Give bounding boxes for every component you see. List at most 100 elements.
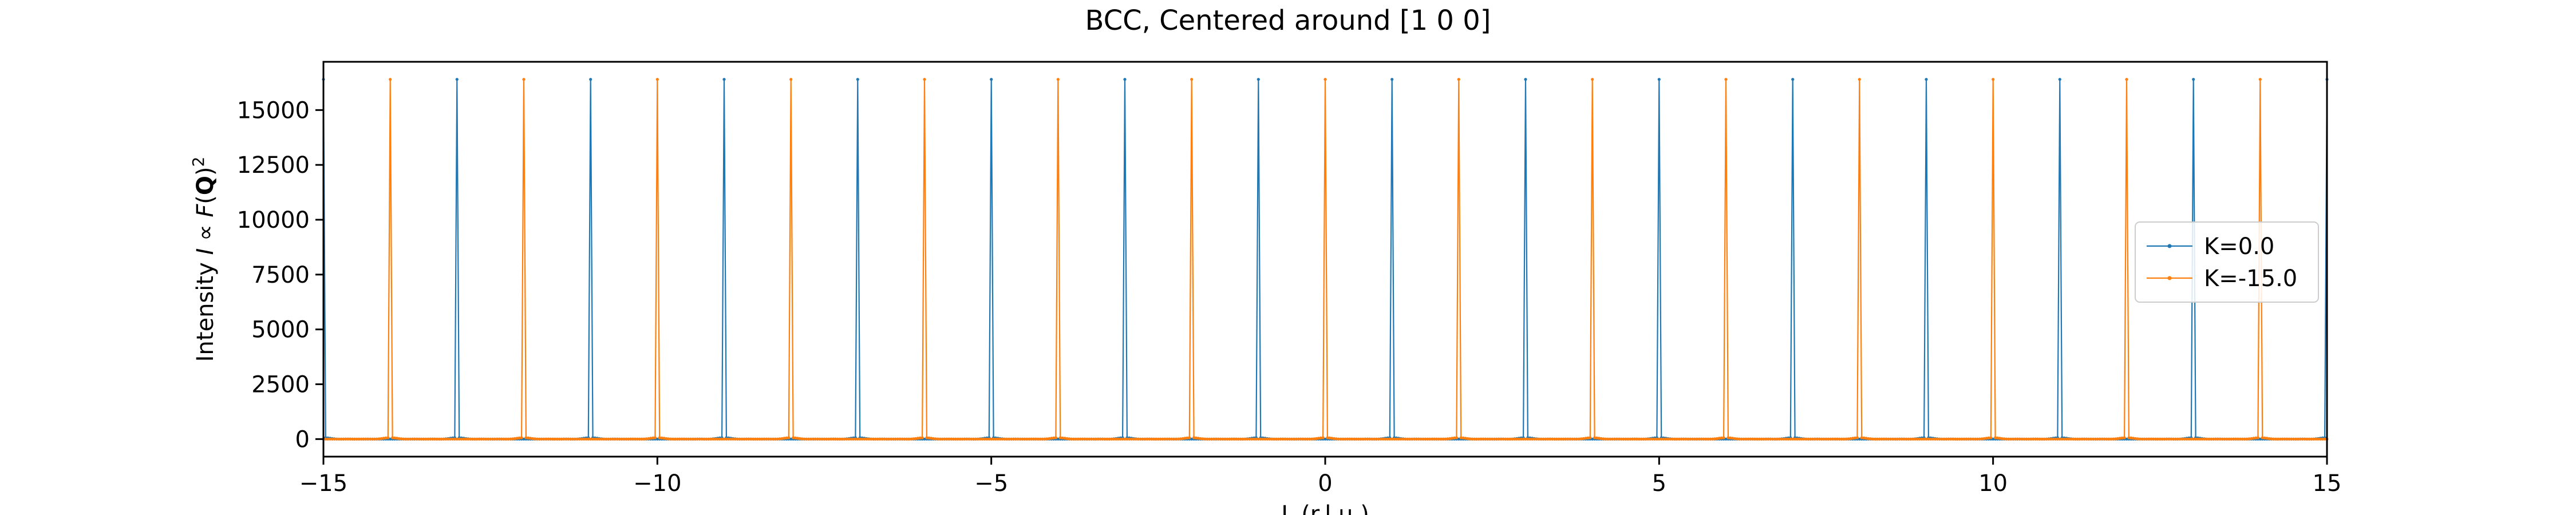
data-point xyxy=(854,437,857,441)
data-point xyxy=(896,437,899,441)
data-point xyxy=(1014,437,1017,441)
data-point xyxy=(927,436,931,440)
data-point xyxy=(1844,437,1848,441)
data-point xyxy=(1190,78,1194,81)
data-point xyxy=(2118,437,2121,440)
data-point xyxy=(344,437,347,441)
data-point xyxy=(482,437,485,441)
data-point xyxy=(1328,436,1332,440)
data-point xyxy=(912,437,915,441)
data-point xyxy=(2014,437,2017,441)
data-point xyxy=(1838,437,1841,441)
data-point xyxy=(653,436,657,439)
data-point xyxy=(2301,437,2304,441)
data-point xyxy=(2218,437,2222,441)
data-point xyxy=(1464,437,1467,440)
data-point xyxy=(1942,437,1946,441)
data-point xyxy=(1753,437,1757,441)
data-point xyxy=(698,437,701,441)
data-point xyxy=(1804,437,1808,441)
data-point xyxy=(502,437,505,441)
data-point xyxy=(1909,437,1913,441)
data-point xyxy=(2140,437,2144,441)
data-point xyxy=(2076,437,2079,441)
data-point xyxy=(1737,437,1741,441)
data-point xyxy=(920,436,924,439)
data-point xyxy=(1566,437,1570,441)
data-point xyxy=(2074,437,2077,441)
data-point xyxy=(593,437,596,441)
data-point xyxy=(1041,437,1044,441)
data-point xyxy=(1546,437,1550,441)
y-axis-label-symbol-f: F xyxy=(192,204,219,217)
data-point xyxy=(524,436,528,439)
data-point xyxy=(1005,437,1009,441)
data-point xyxy=(1702,437,1705,441)
data-point xyxy=(1755,437,1759,441)
data-point xyxy=(2134,437,2138,441)
data-point xyxy=(2183,437,2186,441)
data-point xyxy=(870,437,873,441)
data-point xyxy=(1531,437,1534,441)
data-point xyxy=(805,437,808,441)
data-point xyxy=(1208,437,1211,441)
data-point xyxy=(1168,437,1171,441)
data-point xyxy=(2308,437,2311,441)
data-point xyxy=(2196,437,2199,441)
data-point xyxy=(2063,437,2066,441)
data-point xyxy=(1842,437,1846,441)
data-point xyxy=(359,437,363,441)
data-point xyxy=(638,437,641,441)
data-point xyxy=(2136,437,2139,441)
data-point xyxy=(2080,437,2084,441)
data-point xyxy=(1374,437,1378,441)
data-point xyxy=(1949,437,1953,441)
data-point xyxy=(696,437,699,441)
data-point xyxy=(1619,437,1623,441)
data-point xyxy=(945,437,949,441)
data-point xyxy=(1058,436,1062,439)
data-point xyxy=(778,437,781,441)
data-point xyxy=(2032,437,2035,441)
data-point xyxy=(2065,437,2068,441)
data-point xyxy=(756,437,759,441)
data-point xyxy=(2007,437,2010,441)
data-point xyxy=(1359,437,1362,441)
data-point xyxy=(409,437,412,441)
data-point xyxy=(878,437,882,441)
data-point xyxy=(1660,437,1663,441)
data-point xyxy=(437,437,441,441)
data-point xyxy=(2038,437,2041,441)
data-point xyxy=(1132,437,1136,441)
data-point xyxy=(985,437,989,441)
data-point xyxy=(2296,437,2300,441)
data-point xyxy=(1533,437,1536,441)
data-point xyxy=(907,437,911,441)
data-point xyxy=(847,437,851,441)
data-point xyxy=(1488,437,1492,441)
data-point xyxy=(1700,437,1703,441)
data-point xyxy=(558,437,561,441)
data-point xyxy=(1301,437,1305,441)
data-point xyxy=(1751,437,1755,441)
data-point xyxy=(1671,437,1674,441)
data-point xyxy=(2058,78,2061,81)
data-point xyxy=(1083,437,1086,441)
data-point xyxy=(1720,436,1723,440)
data-point xyxy=(956,437,959,441)
data-point xyxy=(1793,437,1797,441)
data-point xyxy=(1293,437,1296,441)
data-point xyxy=(1555,437,1558,441)
data-point xyxy=(2205,437,2208,441)
data-point xyxy=(569,437,572,441)
data-point xyxy=(1657,78,1661,81)
data-point xyxy=(1088,437,1091,441)
data-point xyxy=(745,437,748,441)
data-point xyxy=(1236,437,1240,441)
data-point xyxy=(678,437,681,441)
data-point xyxy=(809,437,813,441)
data-point xyxy=(1323,78,1327,81)
data-point xyxy=(733,437,737,441)
data-point xyxy=(655,78,659,81)
